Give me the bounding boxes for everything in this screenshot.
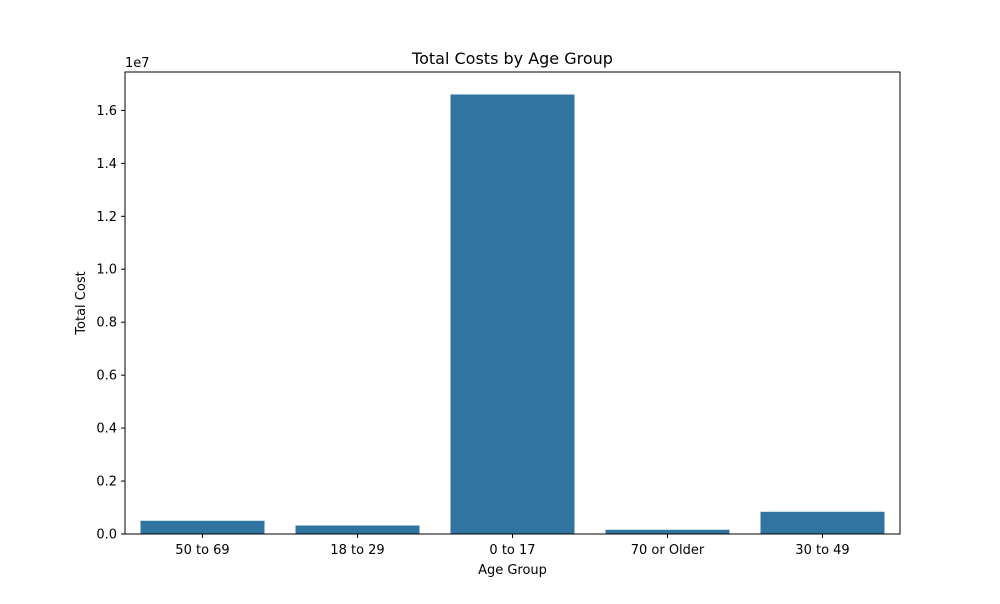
x-axis-label: Age Group: [478, 563, 547, 578]
y-axis-ticks: 0.0 0.2 0.4 0.6 0.8 1.0 1.2 1.4 1.6: [96, 104, 125, 543]
x-tick-label: 70 or Older: [631, 543, 705, 558]
y-tick-label: 0.4: [96, 422, 117, 437]
y-axis-offset-label: 1e7: [125, 56, 150, 71]
y-tick-label: 1.2: [96, 210, 117, 225]
x-tick-label: 30 to 49: [795, 543, 849, 558]
y-axis-label: Total Cost: [74, 271, 89, 335]
y-tick-label: 0.8: [96, 316, 117, 331]
y-tick-label: 0.2: [96, 475, 117, 490]
x-axis-ticks: 50 to 69 18 to 29 0 to 17 70 or Older 30 to …: [175, 534, 850, 558]
y-tick-label: 0.6: [96, 369, 117, 384]
y-tick-label: 1.6: [96, 104, 117, 119]
x-tick-label: 18 to 29: [330, 543, 384, 558]
x-tick-label: 0 to 17: [489, 543, 535, 558]
bar-30-to-49: [760, 511, 885, 534]
bars-group: [140, 94, 885, 534]
plot-frame: [124, 71, 901, 535]
chart-title: Total Costs by Age Group: [411, 49, 613, 68]
bar-50-to-69: [140, 520, 265, 534]
bar-70-or-older: [605, 529, 730, 534]
bar-0-to-17: [450, 94, 575, 534]
bar-18-to-29: [295, 525, 420, 534]
y-tick-label: 1.4: [96, 157, 117, 172]
y-tick-label: 0.0: [96, 528, 117, 543]
x-tick-label: 50 to 69: [175, 543, 229, 558]
y-tick-label: 1.0: [96, 263, 117, 278]
